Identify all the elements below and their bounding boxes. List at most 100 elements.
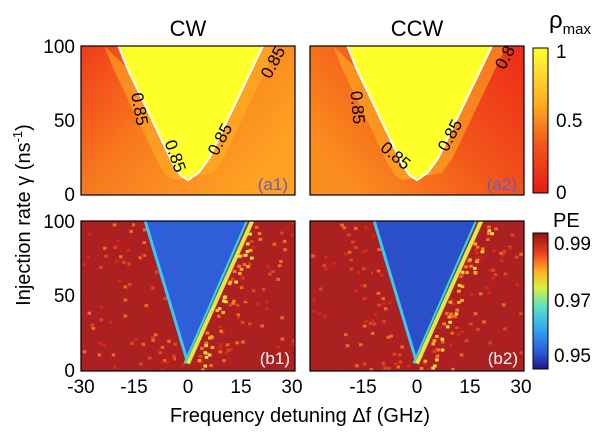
pe-noise-cell (440, 337, 445, 341)
pe-noise-cell (468, 258, 472, 262)
pe-noise-cell (140, 254, 145, 258)
colorbar-bottom-tick: 0.97 (554, 291, 591, 312)
pe-noise-cell (222, 295, 227, 299)
pe-noise-cell (182, 359, 187, 363)
pe-noise-cell (383, 366, 387, 370)
pe-noise-cell (141, 342, 146, 346)
pe-noise-cell (316, 322, 320, 326)
pe-noise-cell (377, 303, 381, 307)
pe-noise-cell (251, 251, 255, 255)
pe-noise-cell (109, 279, 113, 282)
pe-noise-cell (373, 271, 377, 275)
pe-noise-cell (263, 275, 267, 279)
pe-noise-cell (276, 277, 281, 281)
pe-noise-cell (448, 300, 453, 304)
pe-noise-cell (218, 345, 223, 349)
xtick-left: -30 (67, 377, 94, 398)
pe-noise-cell (389, 334, 393, 338)
pe-noise-cell (248, 262, 252, 266)
pe-noise-cell (245, 236, 250, 240)
pe-noise-cell (221, 311, 225, 314)
pe-noise-cell (459, 275, 463, 278)
pe-noise-cell (423, 359, 428, 363)
panel-b2-left-edge (372, 221, 419, 364)
pe-noise-cell (347, 250, 352, 254)
pe-noise-cell (343, 252, 348, 256)
pe-noise-cell (248, 322, 252, 326)
pe-noise-cell (254, 262, 258, 265)
pe-noise-cell (240, 320, 245, 324)
pe-noise-cell (481, 247, 485, 251)
pe-noise-cell (372, 253, 376, 257)
panel-a1 (81, 46, 295, 195)
pe-noise-cell (410, 355, 414, 359)
pe-noise-cell (205, 331, 210, 335)
pe-noise-cell (358, 275, 363, 279)
pe-noise-cell (453, 315, 457, 319)
pe-noise-cell (451, 367, 455, 371)
pe-noise-cell (486, 238, 490, 241)
pe-noise-cell (475, 251, 479, 255)
pe-noise-cell (489, 353, 493, 357)
pe-noise-cell (252, 304, 256, 308)
colorbar-top-tick: 0 (556, 183, 567, 204)
pe-noise-cell (466, 309, 471, 313)
pe-noise-cell (265, 281, 269, 285)
colorbar-bottom (532, 232, 549, 370)
panel-b1-right-edge (186, 221, 255, 365)
pe-noise-cell (464, 339, 469, 343)
pe-noise-cell (363, 297, 367, 301)
pe-noise-cell (289, 278, 293, 282)
pe-noise-cell (266, 265, 270, 269)
pe-noise-cell (92, 284, 97, 288)
pe-noise-cell (386, 335, 391, 339)
pe-noise-cell (167, 339, 171, 343)
pe-noise-cell (482, 320, 486, 324)
pe-noise-cell (236, 313, 241, 317)
pe-noise-cell (405, 341, 409, 345)
pe-noise-cell (469, 292, 474, 296)
pe-noise-cell (391, 360, 396, 364)
pe-noise-cell (376, 269, 381, 273)
pe-noise-cell (122, 260, 126, 264)
pe-noise-cell (345, 344, 350, 348)
pe-noise-cell (248, 232, 252, 236)
pe-noise-cell (432, 349, 436, 353)
pe-noise-cell (99, 318, 104, 322)
pe-noise-cell (449, 343, 453, 347)
pe-noise-cell (381, 362, 386, 366)
pe-noise-cell (239, 275, 244, 279)
pe-noise-cell (514, 255, 519, 259)
pe-noise-cell (145, 369, 150, 371)
pe-noise-cell (83, 364, 87, 368)
pe-noise-cell (473, 242, 478, 246)
pe-noise-cell (232, 311, 237, 314)
pe-noise-cell (318, 263, 322, 267)
pe-noise-cell (371, 234, 376, 238)
pe-noise-cell (448, 320, 452, 324)
pe-noise-cell (82, 263, 87, 267)
pe-noise-cell (450, 315, 454, 319)
colorbar-top-label-main: ρ (549, 7, 563, 34)
pe-noise-cell (127, 262, 131, 266)
pe-noise-cell (423, 362, 427, 366)
pe-noise-cell (350, 262, 355, 266)
pe-noise-cell (451, 302, 456, 306)
pe-noise-cell (130, 342, 134, 346)
pe-noise-cell (419, 367, 424, 370)
pe-noise-cell (158, 359, 163, 363)
pe-noise-cell (358, 343, 363, 347)
pe-noise-cell (131, 223, 135, 227)
pe-noise-cell (435, 335, 439, 338)
pe-noise-cell (353, 289, 358, 293)
pe-noise-cell (317, 312, 322, 316)
pe-noise-cell (488, 341, 492, 345)
pe-noise-cell (91, 326, 96, 330)
pe-noise-cell (221, 331, 225, 335)
pe-noise-cell (84, 296, 88, 300)
pe-noise-cell (262, 288, 266, 292)
pe-noise-cell (108, 320, 113, 324)
pe-noise-cell (124, 243, 129, 247)
pe-noise-cell (455, 308, 459, 312)
pe-noise-cell (125, 288, 130, 292)
